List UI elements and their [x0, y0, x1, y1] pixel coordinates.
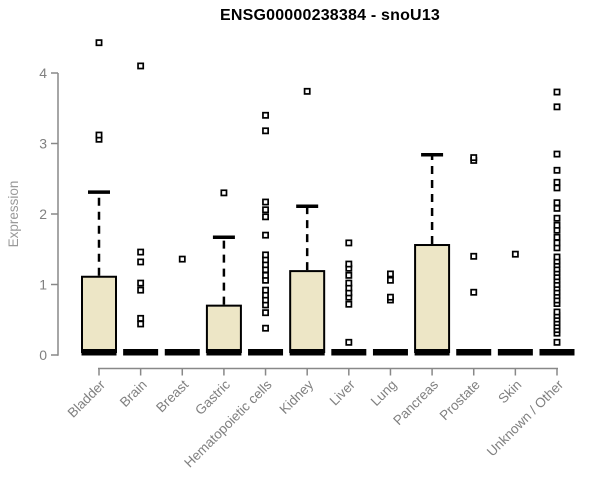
outlier-point	[262, 286, 269, 294]
outlier-point	[262, 251, 269, 259]
box-rect	[414, 244, 451, 354]
outlier-point	[95, 131, 103, 139]
outlier-point	[262, 111, 269, 119]
outlier-point	[387, 276, 394, 284]
outlier-point	[262, 213, 269, 221]
box-rect	[289, 270, 326, 354]
x-tick-label: Brain	[117, 377, 150, 410]
box-group-gastric	[205, 189, 242, 356]
x-tick-label: Liver	[327, 377, 359, 409]
box-group-prostate	[456, 154, 492, 356]
box-group-hematopoietic-cells	[248, 111, 284, 356]
box-group-liver	[331, 239, 367, 356]
median-bar	[248, 349, 284, 356]
box-group-kidney	[289, 87, 326, 356]
outlier-point	[178, 255, 186, 263]
median-bar	[497, 349, 533, 356]
x-tick-label: Skin	[495, 377, 524, 406]
outlier-point	[262, 309, 269, 317]
outlier-point	[95, 39, 103, 47]
outlier-point	[303, 87, 311, 95]
x-tick-label: Gastric	[192, 377, 233, 418]
y-tick-label: 3	[39, 136, 47, 152]
median-bar	[206, 349, 242, 356]
outlier-point	[470, 154, 478, 162]
y-tick-label: 0	[39, 347, 47, 363]
outlier-point	[262, 271, 269, 279]
outlier-point	[553, 233, 561, 241]
box-rect	[205, 304, 242, 353]
median-bar	[539, 349, 575, 356]
median-bar	[289, 349, 325, 356]
outlier-point	[262, 198, 269, 206]
outlier-point	[553, 338, 561, 346]
outlier-point	[137, 279, 145, 287]
outlier-point	[553, 88, 561, 96]
x-tick-label: Bladder	[65, 377, 109, 421]
x-tick-label: Breast	[153, 377, 191, 415]
outlier-point	[137, 248, 145, 256]
outlier-point	[553, 166, 561, 174]
x-tick-label: Lung	[368, 377, 400, 409]
median-bar	[456, 349, 492, 356]
outlier-point	[553, 178, 561, 186]
outlier-point	[387, 293, 394, 301]
outlier-point	[553, 221, 561, 229]
box-group-brain	[123, 62, 159, 356]
outlier-point	[387, 270, 394, 278]
x-tick-label: Prostate	[437, 377, 483, 423]
outlier-point	[137, 258, 145, 266]
outlier-point	[553, 239, 561, 247]
y-tick-label: 4	[39, 65, 47, 81]
outlier-point	[220, 189, 228, 197]
outlier-point	[137, 286, 145, 294]
median-bar	[81, 349, 117, 356]
outlier-point	[553, 204, 561, 212]
box-group-lung	[372, 270, 408, 356]
box-group-pancreas	[414, 153, 451, 356]
median-bar	[164, 349, 200, 356]
median-bar	[331, 349, 367, 356]
outlier-point	[345, 239, 353, 247]
outlier-point	[470, 288, 478, 296]
outlier-point	[345, 338, 353, 346]
outlier-point	[553, 308, 561, 316]
outlier-point	[553, 199, 561, 207]
outlier-point	[137, 62, 145, 70]
median-bar	[123, 349, 159, 356]
outlier-point	[345, 279, 353, 287]
median-bar	[372, 349, 408, 356]
box-group-breast	[164, 255, 200, 356]
outlier-point	[553, 103, 561, 111]
outlier-point	[553, 184, 561, 192]
outlier-point	[262, 231, 269, 239]
box-group-unknown-other	[539, 88, 575, 356]
outlier-point	[262, 206, 269, 214]
outlier-point	[470, 252, 478, 260]
box-rect	[81, 275, 117, 353]
outlier-point	[553, 150, 561, 158]
outlier-point	[511, 250, 519, 258]
outlier-point	[345, 260, 353, 268]
x-tick-label: Unknown / Other	[484, 377, 567, 460]
y-tick-label: 1	[39, 277, 47, 293]
median-bar	[414, 349, 450, 356]
chart-title: ENSG00000238384 - snoU13	[219, 7, 441, 24]
outlier-point	[137, 314, 145, 322]
y-tick-label: 2	[39, 206, 47, 222]
box-group-skin	[497, 250, 533, 356]
outlier-point	[137, 320, 145, 328]
outlier-point	[553, 253, 561, 261]
outlier-point	[262, 324, 269, 332]
box-group-bladder	[81, 39, 117, 356]
x-tick-label: Pancreas	[390, 377, 441, 428]
outlier-point	[262, 127, 269, 135]
x-tick-label: Kidney	[277, 377, 317, 417]
outlier-point	[345, 271, 353, 279]
outlier-point	[345, 300, 353, 308]
outlier-point	[553, 214, 561, 222]
